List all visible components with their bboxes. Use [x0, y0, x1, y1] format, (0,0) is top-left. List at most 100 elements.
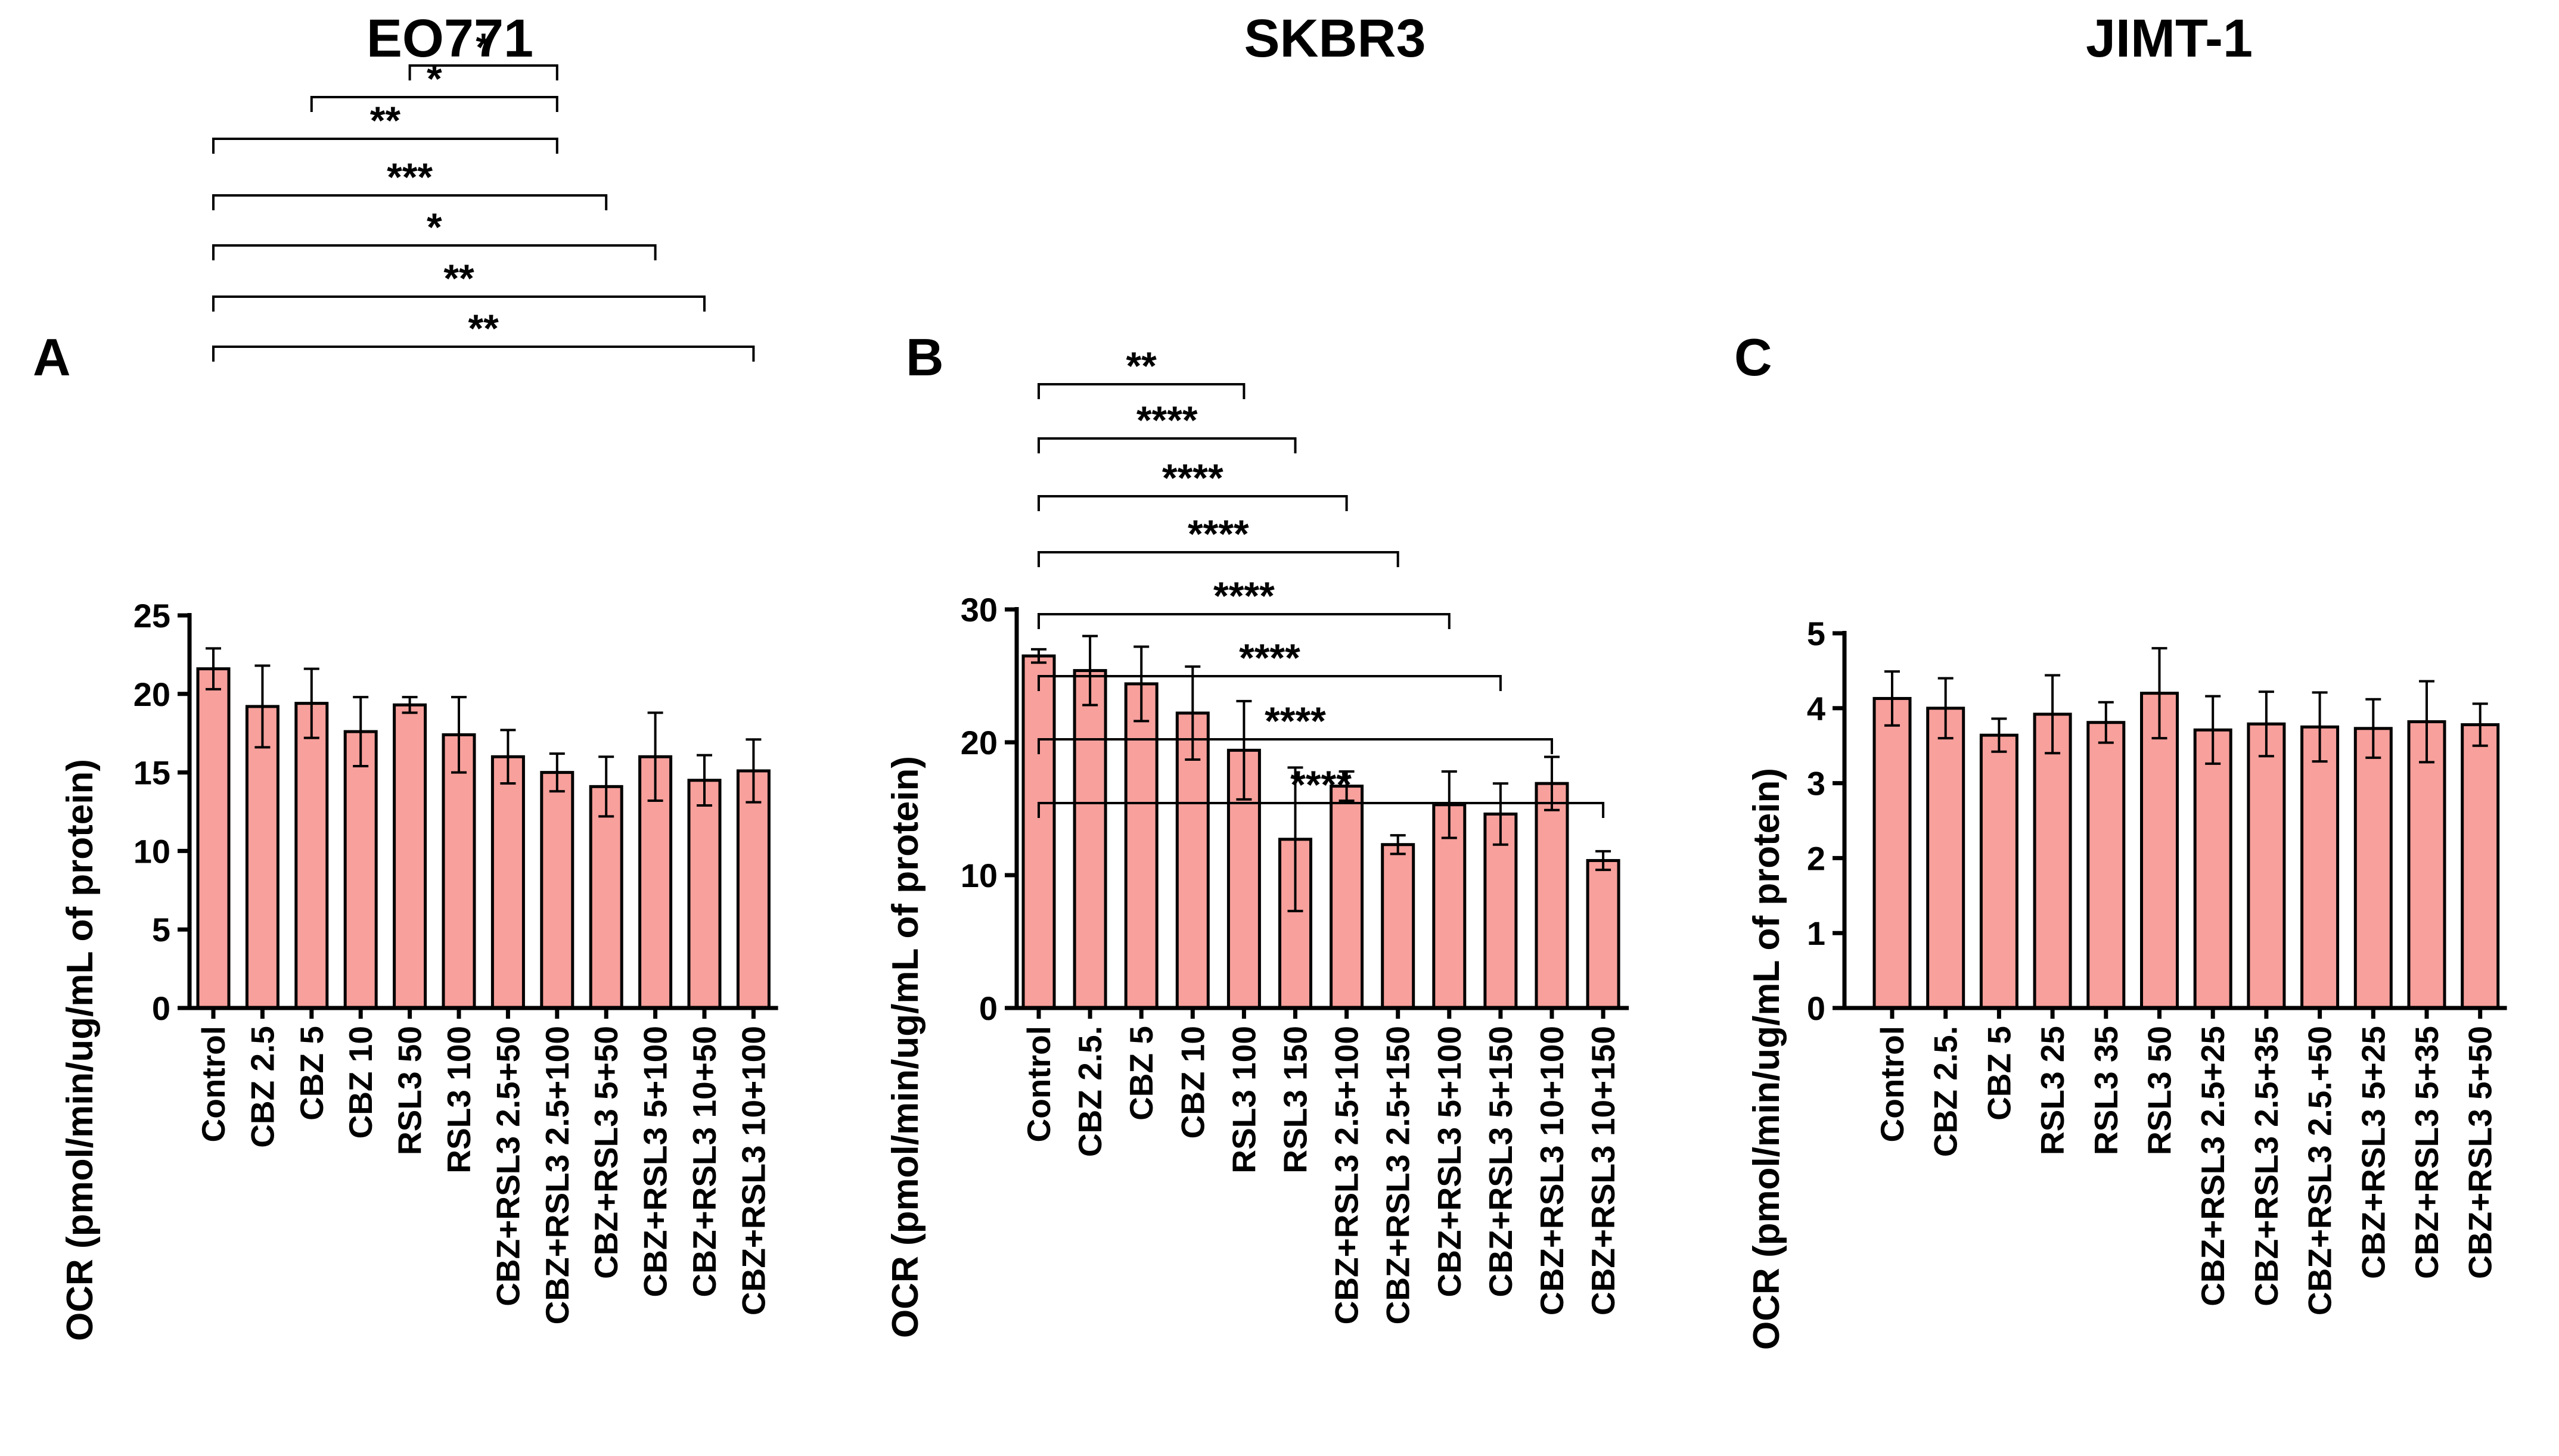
significance-label: ****	[1136, 398, 1198, 442]
category-label: CBZ+RSL3 5+100	[637, 1026, 674, 1298]
error-bar	[451, 696, 467, 774]
bar	[2086, 721, 2126, 1010]
error-bar	[1390, 834, 1406, 855]
panel-title: SKBR3	[1244, 9, 1426, 69]
significance-label: ****	[1162, 456, 1223, 500]
error-bar	[303, 667, 319, 739]
significance-bracket	[408, 64, 558, 80]
significance-label: **	[370, 98, 401, 142]
error-bar	[697, 754, 712, 807]
category-label: CBZ+RSL3 2.5+25	[2194, 1026, 2231, 1306]
category-label: CBZ 10	[1174, 1026, 1211, 1139]
bar	[1926, 707, 1965, 1010]
error-bar	[647, 711, 663, 802]
error-bar	[2472, 702, 2488, 747]
error-bar	[1595, 850, 1611, 872]
y-tick-label: 2	[1807, 839, 1825, 877]
bar	[1586, 858, 1620, 1010]
y-tick-label: 10	[961, 857, 998, 894]
error-bar	[2419, 680, 2434, 764]
significance-label: **	[1126, 344, 1157, 388]
significance-label: ****	[1290, 763, 1352, 807]
significance-label: ****	[1239, 636, 1300, 680]
category-label: CBZ 2.5.	[1927, 1026, 1964, 1157]
category-label: CBZ+RSL3 2.5.+50	[2302, 1026, 2338, 1315]
category-label: CBZ+RSL3 2.5+35	[2248, 1026, 2285, 1306]
y-tick-label: 25	[133, 597, 170, 634]
category-label: CBZ+RSL3 2.5+100	[1328, 1026, 1365, 1324]
y-axis-label: OCR (pmol/min/ug/mL of protein)	[885, 756, 926, 1338]
significance-bracket	[1038, 802, 1605, 818]
panel-title: JIMT-1	[2086, 9, 2253, 69]
error-bar	[2205, 695, 2221, 765]
bar	[540, 771, 574, 1010]
bar	[245, 705, 279, 1010]
bar	[343, 730, 378, 1010]
error-bar	[1287, 766, 1303, 913]
error-bar	[1937, 677, 1954, 740]
significance-bracket	[1038, 383, 1246, 399]
bar	[2300, 725, 2340, 1010]
category-label: Control	[1874, 1026, 1911, 1143]
error-bar	[1082, 634, 1098, 707]
category-label: CBZ+RSL3 2.5+150	[1380, 1026, 1417, 1324]
error-bar	[2312, 691, 2328, 763]
category-label: CBZ+RSL3 5+50	[2462, 1026, 2499, 1279]
error-bar	[2365, 698, 2381, 759]
significance-label: ****	[1265, 699, 1326, 743]
error-bar	[1441, 770, 1457, 839]
category-label: CBZ+RSL3 2.5+100	[539, 1026, 576, 1324]
bar	[736, 769, 771, 1010]
significance-bracket	[1038, 738, 1553, 754]
y-tick-label: 5	[1807, 615, 1825, 652]
bar	[294, 702, 329, 1010]
significance-bracket	[310, 96, 558, 112]
category-label: RSL3 50	[392, 1026, 428, 1155]
significance-bracket	[1038, 437, 1297, 453]
category-label: CBZ 5	[1123, 1026, 1160, 1121]
error-bar	[2258, 690, 2274, 758]
category-label: CBZ 5	[293, 1026, 330, 1121]
panel-title: EO771	[367, 9, 533, 69]
bar	[196, 667, 231, 1010]
bar	[1124, 682, 1159, 1010]
error-bar	[402, 696, 418, 714]
bar	[687, 779, 722, 1010]
panel-A: EO771 A OCR (pmol/min/ug/mL of protein) 0 5 1…	[33, 9, 778, 1341]
y-tick-label: 3	[1807, 765, 1825, 802]
error-bar	[500, 729, 516, 785]
y-tick-label: 1	[1807, 914, 1825, 952]
significance-bracket	[1038, 551, 1399, 567]
category-label: CBZ 2.5.	[1072, 1026, 1108, 1157]
significance-label: **	[468, 306, 499, 350]
significance-label: ***	[387, 155, 433, 199]
category-label: CBZ+RSL3 2.5+50	[489, 1026, 526, 1306]
error-bar	[1338, 770, 1355, 802]
category-label: CBZ+RSL3 10+100	[1533, 1026, 1570, 1315]
significance-bracket	[212, 295, 706, 312]
y-tick-label: 15	[133, 754, 170, 792]
error-bar	[1236, 699, 1252, 801]
bar	[442, 733, 476, 1010]
category-label: CBZ+RSL3 10+150	[1585, 1026, 1622, 1315]
category-label: CBZ+RSL3 5+150	[1482, 1026, 1519, 1298]
bar	[2193, 728, 2232, 1010]
error-bar	[1884, 670, 1900, 727]
bar	[393, 703, 427, 1010]
category-label: CBZ+RSL3 10+50	[686, 1026, 723, 1298]
significance-bracket	[1038, 613, 1451, 629]
error-bar	[1991, 717, 2007, 753]
bar	[1021, 654, 1056, 1010]
category-label: RSL3 25	[2034, 1026, 2071, 1155]
category-label: CBZ 5	[1980, 1026, 2017, 1121]
bar	[2033, 713, 2072, 1010]
category-label: RSL3 35	[2088, 1026, 2125, 1155]
error-bar	[206, 647, 221, 690]
panel-C: JIMT-1 C OCR (pmol/min/ug/mL of protein) 0 1…	[1734, 9, 2507, 1350]
y-tick-label: 20	[961, 724, 998, 761]
y-axis-label: OCR (pmol/min/ug/mL of protein)	[60, 759, 101, 1341]
significance-bracket	[212, 194, 608, 210]
bar	[589, 785, 623, 1010]
y-tick-label: 5	[152, 911, 170, 948]
y-tick-label: 0	[152, 990, 170, 1027]
